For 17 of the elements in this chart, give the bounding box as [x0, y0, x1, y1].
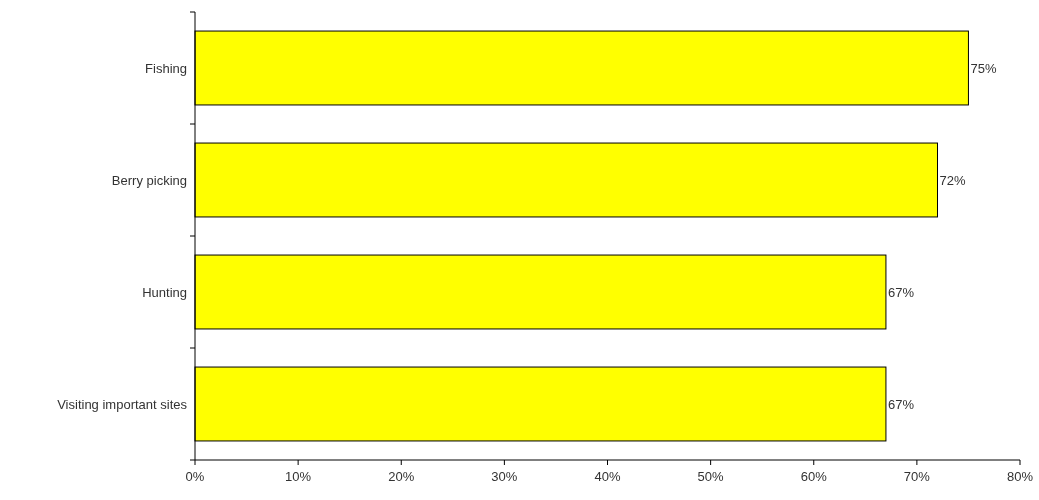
y-tick-label: Visiting important sites: [57, 396, 188, 412]
x-tick-label: 50%: [697, 469, 725, 484]
x-tick-label: 30%: [491, 469, 518, 484]
x-tick-label: 60%: [800, 469, 828, 484]
data-label: 67%: [887, 284, 915, 300]
data-label: 67%: [887, 396, 915, 412]
y-tick-label: Berry picking: [111, 172, 187, 188]
x-tick-label: 80%: [1006, 469, 1034, 484]
x-tick-label: 70%: [903, 469, 931, 484]
x-tick-label: 20%: [388, 469, 415, 484]
x-tick-label: 40%: [594, 469, 621, 484]
data-label: 75%: [970, 60, 997, 76]
data-label: 72%: [939, 172, 966, 188]
x-tick-label: 0%: [185, 469, 205, 484]
x-tick-label: 10%: [285, 469, 312, 484]
y-tick-label: Hunting: [142, 284, 187, 300]
y-tick-label: Fishing: [145, 60, 187, 76]
